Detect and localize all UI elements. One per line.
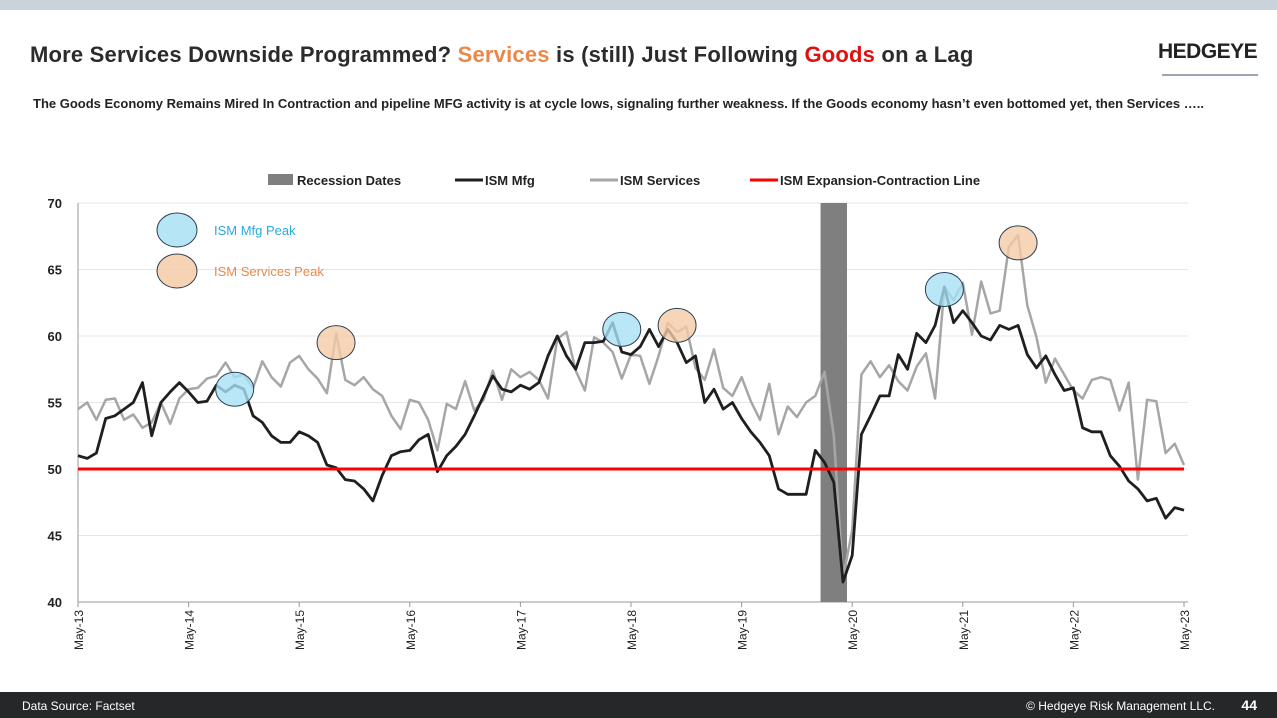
title-services: Services [457, 42, 550, 67]
x-tick-label: May-14 [183, 610, 197, 650]
mfg-peak-marker [602, 311, 642, 347]
x-tick-label: May-16 [404, 610, 418, 650]
recession-bar [820, 203, 847, 602]
ism-mfg-line [77, 285, 1185, 584]
x-tick-label: May-21 [957, 610, 971, 650]
top-accent-bar [0, 0, 1277, 10]
subtitle: The Goods Economy Remains Mired In Contr… [33, 96, 1204, 111]
y-tick-label: 65 [48, 263, 62, 278]
data-source: Data Source: Factset [22, 699, 135, 713]
title-text: More Services Downside Programmed? [30, 42, 458, 67]
page-number: 44 [1241, 697, 1257, 713]
x-tick-label: May-18 [625, 610, 639, 650]
x-tick-label: May-17 [514, 610, 528, 650]
legend-label: ISM Services [620, 173, 700, 188]
services-peak-marker [998, 225, 1038, 261]
title-goods: Goods [804, 42, 876, 67]
mfg-peak-marker [924, 271, 964, 307]
annotation-legend-label: ISM Mfg Peak [214, 223, 296, 238]
y-tick-label: 40 [48, 595, 62, 610]
services-peak-marker [657, 307, 697, 343]
y-tick-label: 55 [48, 396, 62, 411]
copyright: © Hedgeye Risk Management LLC. [1026, 699, 1215, 713]
y-tick-label: 45 [48, 529, 62, 544]
title-text: on a Lag [875, 42, 974, 67]
y-tick-label: 60 [48, 329, 62, 344]
legend-label: Recession Dates [297, 173, 401, 188]
services-peak-marker [316, 325, 356, 361]
legend-swatch-recession [268, 174, 293, 185]
y-tick-label: 50 [48, 462, 62, 477]
x-tick-label: May-13 [72, 610, 86, 650]
x-tick-label: May-22 [1067, 610, 1081, 650]
annotation-legend-label: ISM Services Peak [214, 264, 324, 279]
footer: Data Source: Factset © Hedgeye Risk Mana… [0, 692, 1277, 718]
y-tick-label: 70 [48, 196, 62, 211]
hedgeye-logo: HEDGEYE [1158, 40, 1258, 63]
x-tick-label: May-19 [736, 610, 750, 650]
x-tick-label: May-15 [293, 610, 307, 650]
services-peak-legend-icon [156, 253, 198, 289]
mfg-peak-legend-icon [156, 212, 198, 248]
mfg-peak-marker [215, 371, 255, 407]
ism-chart: 40 45 50 55 60 65 70 May-13 May-14 May-15 May-16 Ma… [48, 173, 1192, 650]
logo-underline [1162, 74, 1258, 76]
legend-label: ISM Mfg [485, 173, 535, 188]
ism-services-line [77, 233, 1186, 580]
x-tick-label: May-23 [1178, 610, 1192, 650]
legend-label: ISM Expansion-Contraction Line [780, 173, 980, 188]
page-title: More Services Downside Programmed? Servi… [30, 42, 974, 68]
x-tick-label: May-20 [846, 610, 860, 650]
title-text: is (still) Just Following [549, 42, 805, 67]
